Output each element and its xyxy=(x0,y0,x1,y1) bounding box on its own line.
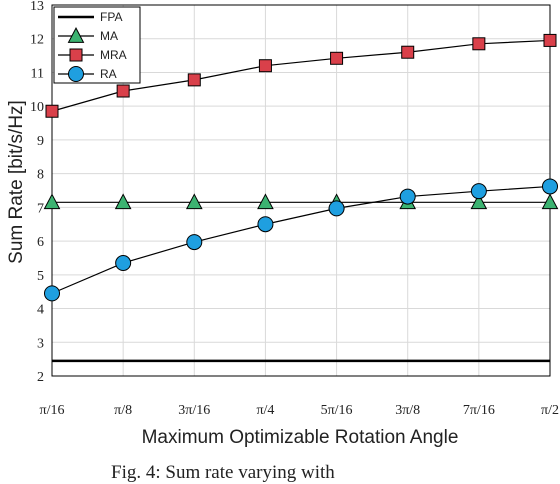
data-point-mra xyxy=(401,45,415,59)
data-point-ra xyxy=(399,188,416,205)
data-point-mra xyxy=(258,59,272,73)
data-point-mra xyxy=(187,73,201,87)
x-tick-label: 7π/16 xyxy=(463,403,495,418)
data-point-ra xyxy=(257,216,274,233)
legend-box xyxy=(53,6,141,84)
figure-caption: Fig. 4: Sum rate varying with xyxy=(111,462,335,483)
legend: FPA MA MRA RA xyxy=(53,6,141,84)
x-tick-label: π/8 xyxy=(114,403,132,418)
x-tick-label: 3π/8 xyxy=(395,403,420,418)
y-tick-label: 8 xyxy=(37,168,44,183)
series-ra xyxy=(44,178,558,302)
y-tick-label: 10 xyxy=(30,100,44,115)
data-point-ma xyxy=(470,193,488,210)
x-tick-label: π/16 xyxy=(40,403,65,418)
y-tick-label: 13 xyxy=(30,0,44,14)
y-tick-label: 9 xyxy=(37,134,44,149)
y-tick-label: 3 xyxy=(37,336,44,351)
data-point-ra xyxy=(44,285,60,302)
data-point-ra xyxy=(115,255,132,272)
series-line-mra xyxy=(51,39,551,112)
y-tick-label: 4 xyxy=(37,303,44,318)
legend-marker-ra xyxy=(68,66,84,82)
x-tick-label: π/2 xyxy=(541,403,559,418)
data-point-mra xyxy=(472,37,486,51)
data-point-ma xyxy=(43,193,61,210)
series-layer xyxy=(43,33,559,363)
y-tick-label: 5 xyxy=(37,269,44,284)
series-mra xyxy=(45,33,557,118)
data-point-ra xyxy=(186,234,203,251)
data-point-ra xyxy=(470,183,487,200)
data-point-ma xyxy=(114,193,132,210)
data-point-ra xyxy=(542,178,558,195)
y-tick-label: 11 xyxy=(31,66,44,81)
x-axis-title: Maximum Optimizable Rotation Angle xyxy=(142,427,459,448)
x-tick-label: π/4 xyxy=(256,403,274,418)
data-point-mra xyxy=(543,33,557,47)
y-tick-label: 6 xyxy=(37,235,44,250)
data-point-ma xyxy=(257,193,274,210)
legend-marker-mra xyxy=(69,48,83,62)
data-point-mra xyxy=(330,51,344,65)
data-point-ra xyxy=(328,200,345,217)
legend-label-ma: MA xyxy=(100,29,118,43)
y-tick-label: 12 xyxy=(30,33,44,48)
x-tick-label: 5π/16 xyxy=(321,403,353,418)
y-tick-labels: 2 3 4 5 6 7 8 9 10 11 12 13 xyxy=(30,0,44,385)
y-tick-label: 2 xyxy=(37,370,44,385)
data-point-ma xyxy=(541,193,559,210)
legend-marker-ma xyxy=(67,27,85,43)
legend-label-fpa: FPA xyxy=(100,10,122,24)
legend-label-mra: MRA xyxy=(100,48,127,62)
y-axis-title: Sum Rate [bit/s/Hz] xyxy=(6,100,27,264)
data-point-mra xyxy=(116,84,130,98)
data-point-ma xyxy=(185,193,203,210)
series-line-ra xyxy=(51,185,551,294)
x-tick-label: 3π/16 xyxy=(178,403,210,418)
legend-label-ra: RA xyxy=(100,67,117,81)
y-tick-label: 7 xyxy=(37,201,44,216)
x-tick-labels: π/16 π/8 3π/16 π/4 5π/16 3π/8 7π/16 π/2 xyxy=(40,403,559,418)
data-point-mra xyxy=(45,104,59,118)
